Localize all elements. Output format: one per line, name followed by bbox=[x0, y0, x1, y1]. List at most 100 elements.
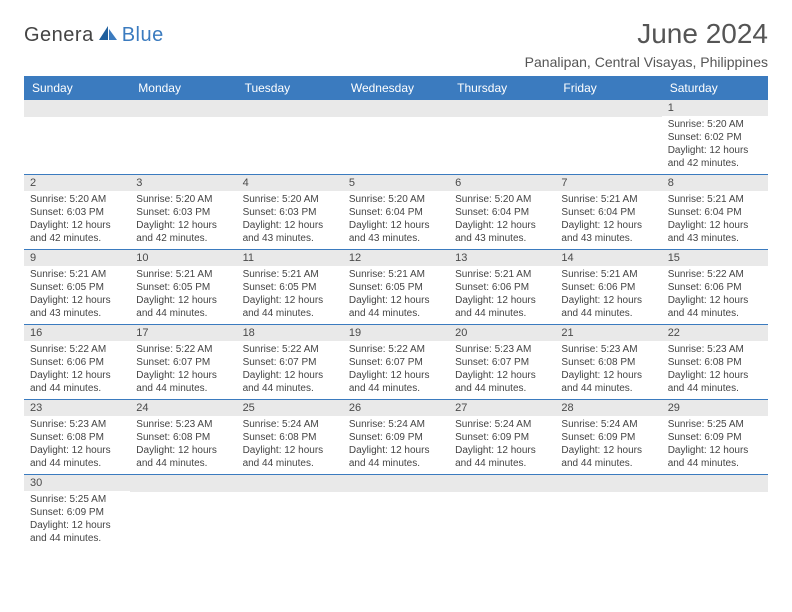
day-number: 5 bbox=[343, 175, 449, 191]
calendar-cell: 1Sunrise: 5:20 AMSunset: 6:02 PMDaylight… bbox=[662, 100, 768, 175]
day-body bbox=[237, 492, 343, 544]
sunrise-text: Sunrise: 5:23 AM bbox=[136, 418, 230, 431]
day-number bbox=[343, 475, 449, 492]
day-body: Sunrise: 5:25 AMSunset: 6:09 PMDaylight:… bbox=[24, 491, 130, 549]
day-body bbox=[555, 492, 661, 544]
calendar-cell bbox=[343, 475, 449, 550]
calendar-cell: 10Sunrise: 5:21 AMSunset: 6:05 PMDayligh… bbox=[130, 250, 236, 325]
sunset-text: Sunset: 6:08 PM bbox=[243, 431, 337, 444]
day-body: Sunrise: 5:21 AMSunset: 6:06 PMDaylight:… bbox=[555, 266, 661, 324]
sunset-text: Sunset: 6:05 PM bbox=[30, 281, 124, 294]
day-body: Sunrise: 5:24 AMSunset: 6:09 PMDaylight:… bbox=[449, 416, 555, 474]
calendar-cell: 18Sunrise: 5:22 AMSunset: 6:07 PMDayligh… bbox=[237, 325, 343, 400]
sunset-text: Sunset: 6:06 PM bbox=[668, 281, 762, 294]
calendar-row: 30Sunrise: 5:25 AMSunset: 6:09 PMDayligh… bbox=[24, 475, 768, 550]
calendar-row: 16Sunrise: 5:22 AMSunset: 6:06 PMDayligh… bbox=[24, 325, 768, 400]
day-body: Sunrise: 5:22 AMSunset: 6:07 PMDaylight:… bbox=[237, 341, 343, 399]
daylight-text: Daylight: 12 hours and 43 minutes. bbox=[30, 294, 124, 320]
sunset-text: Sunset: 6:03 PM bbox=[136, 206, 230, 219]
day-body: Sunrise: 5:21 AMSunset: 6:05 PMDaylight:… bbox=[130, 266, 236, 324]
day-body: Sunrise: 5:22 AMSunset: 6:07 PMDaylight:… bbox=[343, 341, 449, 399]
day-number: 18 bbox=[237, 325, 343, 341]
sunset-text: Sunset: 6:09 PM bbox=[668, 431, 762, 444]
daylight-text: Daylight: 12 hours and 44 minutes. bbox=[668, 369, 762, 395]
day-body: Sunrise: 5:20 AMSunset: 6:03 PMDaylight:… bbox=[24, 191, 130, 249]
day-body: Sunrise: 5:24 AMSunset: 6:09 PMDaylight:… bbox=[343, 416, 449, 474]
sunrise-text: Sunrise: 5:21 AM bbox=[136, 268, 230, 281]
day-number: 20 bbox=[449, 325, 555, 341]
day-number: 15 bbox=[662, 250, 768, 266]
sunset-text: Sunset: 6:04 PM bbox=[455, 206, 549, 219]
calendar-page: Genera Blue June 2024 Panalipan, Central… bbox=[0, 0, 792, 559]
daylight-text: Daylight: 12 hours and 44 minutes. bbox=[668, 444, 762, 470]
month-title: June 2024 bbox=[525, 18, 768, 50]
day-number bbox=[662, 475, 768, 492]
day-number bbox=[130, 100, 236, 117]
sunrise-text: Sunrise: 5:20 AM bbox=[30, 193, 124, 206]
calendar-cell bbox=[130, 100, 236, 175]
day-body: Sunrise: 5:20 AMSunset: 6:03 PMDaylight:… bbox=[237, 191, 343, 249]
day-number: 29 bbox=[662, 400, 768, 416]
daylight-text: Daylight: 12 hours and 43 minutes. bbox=[243, 219, 337, 245]
day-number: 4 bbox=[237, 175, 343, 191]
sunrise-text: Sunrise: 5:25 AM bbox=[30, 493, 124, 506]
day-body: Sunrise: 5:22 AMSunset: 6:06 PMDaylight:… bbox=[662, 266, 768, 324]
day-number bbox=[24, 100, 130, 117]
day-body: Sunrise: 5:23 AMSunset: 6:08 PMDaylight:… bbox=[24, 416, 130, 474]
sunset-text: Sunset: 6:05 PM bbox=[243, 281, 337, 294]
day-header: Thursday bbox=[449, 76, 555, 100]
sunset-text: Sunset: 6:09 PM bbox=[455, 431, 549, 444]
sunrise-text: Sunrise: 5:23 AM bbox=[455, 343, 549, 356]
day-body: Sunrise: 5:20 AMSunset: 6:02 PMDaylight:… bbox=[662, 116, 768, 174]
daylight-text: Daylight: 12 hours and 44 minutes. bbox=[561, 369, 655, 395]
day-number bbox=[130, 475, 236, 492]
day-number bbox=[555, 100, 661, 117]
sunrise-text: Sunrise: 5:20 AM bbox=[243, 193, 337, 206]
sunset-text: Sunset: 6:09 PM bbox=[30, 506, 124, 519]
day-header: Tuesday bbox=[237, 76, 343, 100]
day-header: Monday bbox=[130, 76, 236, 100]
sunset-text: Sunset: 6:07 PM bbox=[136, 356, 230, 369]
daylight-text: Daylight: 12 hours and 44 minutes. bbox=[349, 294, 443, 320]
sunrise-text: Sunrise: 5:23 AM bbox=[30, 418, 124, 431]
sunset-text: Sunset: 6:08 PM bbox=[668, 356, 762, 369]
day-number: 9 bbox=[24, 250, 130, 266]
sunset-text: Sunset: 6:04 PM bbox=[668, 206, 762, 219]
sunrise-text: Sunrise: 5:24 AM bbox=[349, 418, 443, 431]
location-text: Panalipan, Central Visayas, Philippines bbox=[525, 54, 768, 70]
sunrise-text: Sunrise: 5:21 AM bbox=[561, 193, 655, 206]
daylight-text: Daylight: 12 hours and 42 minutes. bbox=[668, 144, 762, 170]
sunset-text: Sunset: 6:06 PM bbox=[561, 281, 655, 294]
day-number bbox=[343, 100, 449, 117]
day-number: 12 bbox=[343, 250, 449, 266]
calendar-cell: 19Sunrise: 5:22 AMSunset: 6:07 PMDayligh… bbox=[343, 325, 449, 400]
day-body bbox=[237, 117, 343, 169]
sunset-text: Sunset: 6:07 PM bbox=[349, 356, 443, 369]
calendar-cell: 12Sunrise: 5:21 AMSunset: 6:05 PMDayligh… bbox=[343, 250, 449, 325]
daylight-text: Daylight: 12 hours and 43 minutes. bbox=[349, 219, 443, 245]
sunrise-text: Sunrise: 5:21 AM bbox=[668, 193, 762, 206]
day-number: 17 bbox=[130, 325, 236, 341]
sunrise-text: Sunrise: 5:23 AM bbox=[668, 343, 762, 356]
day-header: Sunday bbox=[24, 76, 130, 100]
daylight-text: Daylight: 12 hours and 44 minutes. bbox=[668, 294, 762, 320]
calendar-cell bbox=[662, 475, 768, 550]
daylight-text: Daylight: 12 hours and 43 minutes. bbox=[561, 219, 655, 245]
day-number: 28 bbox=[555, 400, 661, 416]
day-body: Sunrise: 5:20 AMSunset: 6:03 PMDaylight:… bbox=[130, 191, 236, 249]
calendar-cell: 2Sunrise: 5:20 AMSunset: 6:03 PMDaylight… bbox=[24, 175, 130, 250]
sunrise-text: Sunrise: 5:22 AM bbox=[349, 343, 443, 356]
sunset-text: Sunset: 6:08 PM bbox=[561, 356, 655, 369]
brand-text-1: Genera bbox=[24, 24, 94, 47]
calendar-body: 1Sunrise: 5:20 AMSunset: 6:02 PMDaylight… bbox=[24, 100, 768, 549]
day-body: Sunrise: 5:22 AMSunset: 6:07 PMDaylight:… bbox=[130, 341, 236, 399]
daylight-text: Daylight: 12 hours and 44 minutes. bbox=[455, 369, 549, 395]
header: Genera Blue June 2024 Panalipan, Central… bbox=[24, 18, 768, 70]
day-number: 21 bbox=[555, 325, 661, 341]
daylight-text: Daylight: 12 hours and 44 minutes. bbox=[243, 444, 337, 470]
sunset-text: Sunset: 6:09 PM bbox=[561, 431, 655, 444]
sunset-text: Sunset: 6:03 PM bbox=[30, 206, 124, 219]
day-number bbox=[237, 100, 343, 117]
sunset-text: Sunset: 6:04 PM bbox=[561, 206, 655, 219]
calendar-cell: 3Sunrise: 5:20 AMSunset: 6:03 PMDaylight… bbox=[130, 175, 236, 250]
